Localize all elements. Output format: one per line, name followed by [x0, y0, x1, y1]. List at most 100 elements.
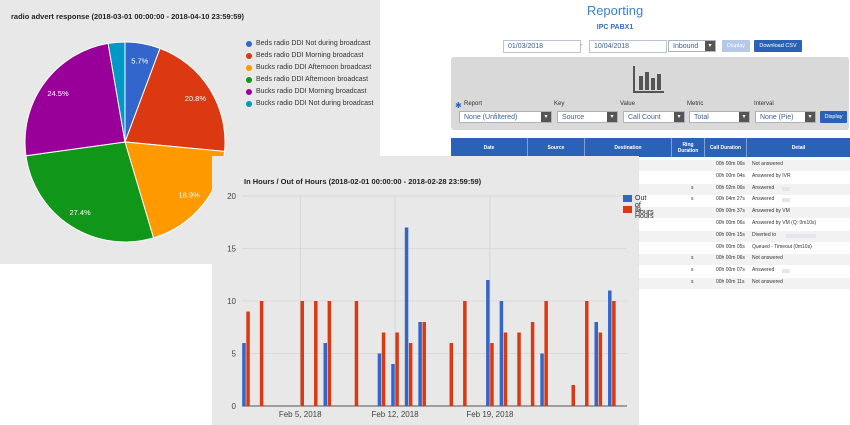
bar-legend: Out of Hours In Hours [623, 195, 654, 220]
bar-in-hours[interactable] [463, 301, 467, 406]
legend-swatch-icon [623, 206, 632, 213]
bar-out-of-hours[interactable] [486, 280, 490, 406]
key-select[interactable]: Source ▾ [557, 111, 618, 123]
row-call-duration: 00h 00m 11s [716, 279, 745, 285]
bar-out-of-hours[interactable] [323, 343, 328, 406]
row-ring-fragment: s [691, 196, 694, 203]
bar-out-of-hours[interactable] [391, 364, 395, 406]
table-row[interactable]: 00h 00m 15s Diverted to [451, 230, 850, 242]
download-csv-button[interactable]: Download CSV [754, 40, 802, 52]
bar-in-hours[interactable] [395, 332, 399, 407]
y-tick-label: 5 [232, 350, 237, 359]
column-header-call-duration[interactable]: Call Duration [705, 138, 747, 157]
pie-slice[interactable] [107, 41, 126, 143]
table-row[interactable]: s 00h 04m 27s Answered [451, 195, 850, 207]
date-from-input[interactable]: 01/03/2018 [503, 40, 581, 53]
metric-select[interactable]: Total ▾ [689, 111, 750, 123]
interval-label: Interval [754, 101, 774, 107]
bar-in-hours[interactable] [585, 301, 589, 406]
table-row[interactable]: s 00h 02m 06s Answered [451, 183, 850, 195]
bar-in-hours[interactable] [571, 385, 576, 406]
pie-legend-label: Beds radio DDI Not during broadcast [256, 40, 371, 47]
bar-in-hours[interactable] [503, 332, 508, 407]
bar-in-hours[interactable] [381, 332, 386, 407]
pie-slice[interactable] [124, 47, 226, 152]
row-call-duration: 00h 00m 06s [716, 161, 745, 167]
pie-legend-item[interactable]: Beds radio DDI Morning broadcast [246, 52, 374, 64]
bar-in-hours[interactable] [544, 301, 548, 406]
table-row[interactable]: 00h 00m 06s Not answered [451, 160, 850, 171]
pie-legend-item[interactable]: Bucks radio DDI Morning broadcast [246, 88, 374, 100]
y-tick-label: 0 [232, 402, 237, 411]
bar-in-hours[interactable] [422, 322, 426, 406]
column-header-ring-duration[interactable]: Ring Duration [672, 138, 705, 157]
bar-in-hours[interactable] [314, 301, 318, 406]
bar-out-of-hours[interactable] [377, 353, 382, 407]
key-label: Key [554, 101, 565, 107]
bar-in-hours[interactable] [598, 332, 603, 407]
bar-in-hours[interactable] [408, 343, 413, 406]
pie-legend-item[interactable]: Bucks radio DDI Afternoon broadcast [246, 64, 374, 76]
chevron-down-icon: ▾ [674, 112, 684, 122]
pie-slice[interactable] [24, 42, 126, 157]
row-detail: Answered [752, 184, 775, 191]
y-tick-label: 15 [227, 245, 236, 254]
pie-chart: 5.7% 20.8% 18.9% 27.4% 24.5% [24, 41, 226, 243]
table-row[interactable]: 00h 00m 37s Answered by VM [451, 207, 850, 219]
bar-in-hours[interactable] [517, 332, 521, 407]
bar-out-of-hours[interactable] [242, 343, 246, 406]
report-select[interactable]: None (Unfiltered) ▾ [459, 111, 552, 123]
table-row[interactable]: 00h 00m 05s Queued - Timeout (0m10s) [451, 242, 850, 254]
pie-legend-label: Beds radio DDI Morning broadcast [256, 52, 364, 59]
date-to-input[interactable]: 10/04/2018 [589, 40, 667, 53]
legend-dot-icon [246, 101, 252, 107]
pie-slice[interactable] [25, 141, 155, 243]
column-header-detail[interactable]: Detail [791, 144, 806, 151]
pie-legend-item[interactable]: Beds radio DDI Afternoon broadcast [246, 76, 374, 88]
bar-out-of-hours[interactable] [608, 290, 612, 407]
value-select[interactable]: Call Count ▾ [623, 111, 685, 123]
table-row[interactable]: 00h 00m 06s Answered by VM (Q: 0m10s) [451, 219, 850, 230]
bar-out-of-hours[interactable] [499, 301, 504, 406]
x-tick-label: Feb 12, 2018 [371, 410, 419, 419]
row-detail: Answered by VM (Q: 0m10s) [752, 220, 817, 226]
bar-out-of-hours[interactable] [594, 322, 599, 406]
table-header: Date Source Destination Ring Duration Ca… [451, 138, 850, 157]
legend-dot-icon [246, 65, 252, 71]
pie-legend-label: Bucks radio DDI Morning broadcast [256, 88, 367, 95]
bar-in-hours[interactable] [300, 301, 305, 406]
column-header-date[interactable]: Date [451, 138, 528, 157]
table-row[interactable]: s 00h 00m 11s Not answered [451, 278, 850, 289]
bar-in-hours[interactable] [612, 301, 616, 406]
column-header-source[interactable]: Source [528, 138, 585, 157]
bar-out-of-hours[interactable] [540, 353, 544, 407]
bar-chart-title: In Hours / Out of Hours (2018-02-01 00:0… [244, 177, 482, 186]
table-row[interactable]: 00h 00m 04s Answered by IVR [451, 171, 850, 183]
bar-in-hours[interactable] [490, 343, 494, 406]
bar-out-of-hours[interactable] [404, 227, 409, 407]
pie-legend-item[interactable]: Bucks radio DDI Not during broadcast [246, 100, 374, 112]
row-detail: Answered [752, 267, 775, 274]
bar-out-of-hours[interactable] [418, 322, 422, 406]
bar-in-hours[interactable] [449, 343, 454, 406]
bar-in-hours[interactable] [327, 301, 332, 406]
table-row[interactable]: s 00h 00m 06s Not answered [451, 254, 850, 266]
pie-legend-item[interactable]: Beds radio DDI Not during broadcast [246, 40, 374, 52]
column-header-destination[interactable]: Destination [585, 138, 672, 157]
bar-in-hours[interactable] [530, 322, 535, 406]
interval-select[interactable]: None (Pie) ▾ [755, 111, 816, 123]
display-button-top[interactable]: Display [722, 40, 750, 52]
bar-in-hours[interactable] [259, 301, 264, 406]
bar-in-hours[interactable] [246, 311, 250, 407]
bar-chart-icon [633, 66, 664, 93]
direction-select[interactable]: Inbound ▾ [668, 40, 716, 52]
interval-select-value: None (Pie) [760, 114, 794, 121]
row-ring-fragment: s [691, 267, 694, 274]
bar-legend-item[interactable]: Out of Hours [623, 195, 654, 216]
display-button[interactable]: Display [820, 111, 847, 123]
bar-in-hours[interactable] [354, 301, 359, 406]
table-row[interactable]: s 00h 00m 07s Answered [451, 266, 850, 278]
settings-icon[interactable]: ✱ [455, 101, 462, 110]
bar-legend-label: In Hours [635, 206, 654, 220]
bar-legend-item[interactable]: In Hours [623, 206, 654, 220]
